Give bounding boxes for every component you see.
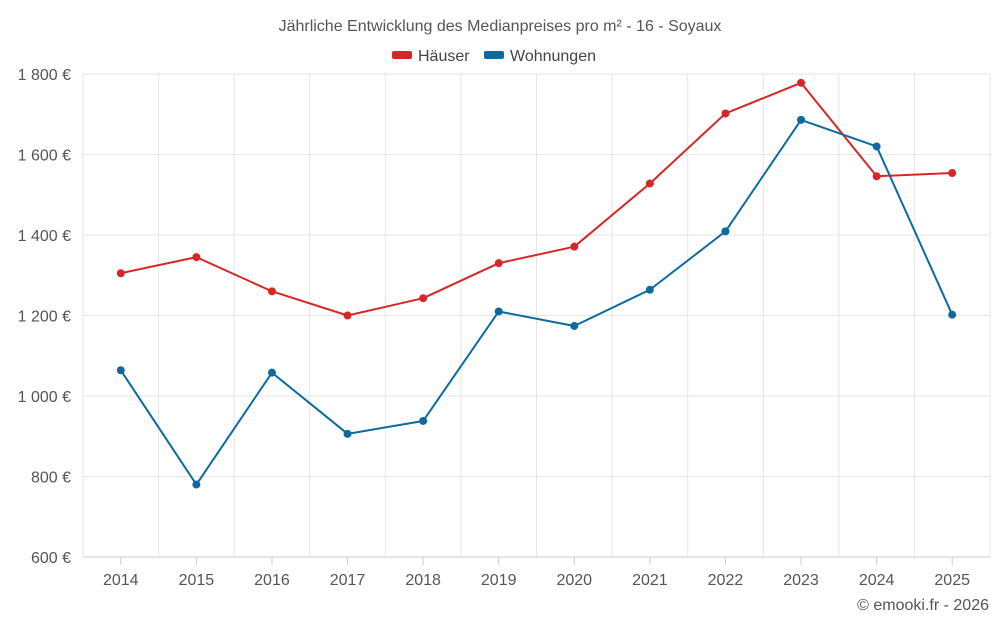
y-tick-label: 1 200 € — [18, 309, 71, 326]
data-point-wohnungen[interactable] — [267, 368, 276, 377]
legend: Häuser Wohnungen — [392, 48, 596, 65]
x-tick-label: 2016 — [254, 572, 290, 589]
data-point-wohnungen[interactable] — [797, 115, 806, 124]
x-tick-label: 2014 — [103, 572, 139, 589]
data-point-haeuser[interactable] — [267, 287, 276, 296]
legend-label-wohnungen[interactable]: Wohnungen — [510, 48, 596, 65]
x-tick-label: 2023 — [783, 572, 819, 589]
data-point-wohnungen[interactable] — [645, 285, 654, 294]
data-point-wohnungen[interactable] — [419, 416, 428, 425]
series-points — [116, 78, 957, 489]
legend-swatch-wohnungen[interactable] — [484, 51, 504, 59]
data-point-haeuser[interactable] — [494, 259, 503, 268]
data-point-haeuser[interactable] — [570, 242, 579, 251]
credit-text: © emooki.fr - 2026 — [857, 597, 989, 614]
data-point-haeuser[interactable] — [343, 311, 352, 320]
data-point-haeuser[interactable] — [721, 109, 730, 118]
x-tick-label: 2020 — [556, 572, 592, 589]
series-line-wohnungen — [119, 118, 954, 486]
data-point-haeuser[interactable] — [872, 172, 881, 181]
y-tick-label: 1 000 € — [18, 389, 71, 406]
y-tick-label: 600 € — [31, 550, 71, 567]
y-tick-label: 800 € — [31, 470, 71, 487]
data-point-wohnungen[interactable] — [872, 142, 881, 151]
data-point-wohnungen[interactable] — [721, 227, 730, 236]
legend-swatch-haeuser[interactable] — [392, 51, 412, 59]
x-tick-label: 2018 — [405, 572, 441, 589]
data-point-wohnungen[interactable] — [570, 321, 579, 330]
series-line-haeuser — [120, 81, 953, 317]
x-tick-label: 2022 — [708, 572, 744, 589]
x-axis-ticks: 2014 2015 2016 2017 2018 2019 2020 2021 2022 2023… — [103, 557, 970, 589]
y-axis-ticks: 600 € 800 € 1 000 € 1 200 € 1 400 € 1 600 € 1 … — [18, 67, 71, 567]
data-point-wohnungen[interactable] — [494, 307, 503, 316]
x-tick-label: 2019 — [481, 572, 517, 589]
data-point-wohnungen[interactable] — [116, 366, 125, 375]
series-lines — [119, 81, 954, 486]
data-point-wohnungen[interactable] — [192, 480, 201, 489]
x-tick-label: 2015 — [179, 572, 215, 589]
y-tick-label: 1 800 € — [18, 67, 71, 84]
data-point-wohnungen[interactable] — [343, 429, 352, 438]
chart-title: Jährliche Entwicklung des Medianpreises … — [279, 18, 722, 35]
data-point-haeuser[interactable] — [116, 269, 125, 278]
data-point-wohnungen[interactable] — [948, 310, 957, 319]
data-point-haeuser[interactable] — [797, 78, 806, 87]
y-tick-label: 1 400 € — [18, 228, 71, 245]
x-tick-label: 2021 — [632, 572, 668, 589]
data-point-haeuser[interactable] — [948, 169, 957, 178]
data-point-haeuser[interactable] — [192, 253, 201, 262]
grid-lines — [82, 73, 991, 558]
data-point-haeuser[interactable] — [419, 294, 428, 303]
x-tick-label: 2024 — [859, 572, 895, 589]
data-point-haeuser[interactable] — [645, 179, 654, 188]
y-tick-label: 1 600 € — [18, 148, 71, 165]
x-tick-label: 2025 — [934, 572, 970, 589]
legend-label-haeuser[interactable]: Häuser — [418, 48, 470, 65]
x-tick-label: 2017 — [330, 572, 366, 589]
